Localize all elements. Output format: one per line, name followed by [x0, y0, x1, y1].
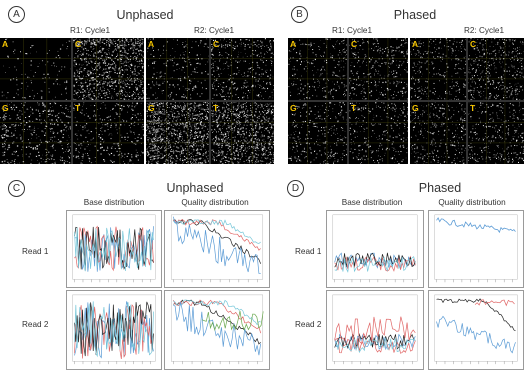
panel-b-r1-micrographs: A C G T	[288, 38, 408, 164]
micrograph-tile: C	[73, 38, 144, 100]
tile-label: C	[351, 39, 358, 49]
base-distribution-plot	[66, 210, 162, 288]
dot-field	[349, 102, 408, 164]
dot-field	[73, 102, 144, 164]
tile-label: T	[351, 103, 357, 113]
plot-canvas	[165, 291, 269, 369]
quality-distribution-plot	[164, 210, 270, 288]
tile-label: C	[213, 39, 220, 49]
panel-d-title: Phased	[418, 181, 462, 195]
panel-a-badge: A	[8, 6, 25, 23]
plot-canvas	[327, 211, 423, 287]
micrograph-tile: G	[288, 102, 347, 164]
panel-d-col2-header: Quality distribution	[438, 198, 506, 207]
panel-c-col2-header: Quality distribution	[181, 198, 249, 207]
tile-label: G	[148, 103, 155, 113]
panel-a-right-subtitle: R2: Cycle1	[193, 26, 235, 35]
plot-canvas	[165, 211, 269, 287]
tile-label: T	[470, 103, 476, 113]
micrograph-tile: G	[410, 102, 466, 164]
dot-field	[146, 38, 209, 100]
panel-a-r1-micrographs: A C G T	[0, 38, 144, 164]
quality-distribution-plot	[164, 290, 270, 370]
micrograph-tile: A	[0, 38, 71, 100]
micrograph-tile: G	[0, 102, 71, 164]
tile-label: C	[470, 39, 477, 49]
plot-canvas	[429, 211, 523, 287]
dot-field	[211, 102, 274, 164]
panel-b-badge: B	[291, 6, 308, 23]
panel-a-r2-micrographs: A C G T	[146, 38, 274, 164]
panel-d-col1-header: Base distribution	[341, 198, 403, 207]
panel-b-title: Phased	[393, 8, 437, 22]
dot-field	[211, 38, 274, 100]
panel-c-badge: C	[8, 180, 25, 197]
plot-canvas	[67, 291, 161, 369]
panel-c-title: Unphased	[166, 181, 224, 195]
dot-field	[410, 38, 466, 100]
panel-d-row2-label: Read 2	[295, 320, 322, 329]
plot-canvas	[429, 291, 523, 369]
tile-label: T	[75, 103, 81, 113]
panel-b-r2-micrographs: A C G T	[410, 38, 524, 164]
base-distribution-plot	[66, 290, 162, 370]
dot-field	[349, 38, 408, 100]
base-distribution-plot	[326, 290, 424, 370]
tile-label: A	[2, 39, 9, 49]
dot-field	[146, 102, 209, 164]
panel-b-left-subtitle: R1: Cycle1	[331, 26, 373, 35]
tile-label: C	[75, 39, 82, 49]
micrograph-tile: A	[146, 38, 209, 100]
panel-d-badge: D	[287, 180, 304, 197]
tile-label: A	[290, 39, 297, 49]
tile-label: A	[412, 39, 419, 49]
micrograph-tile: A	[288, 38, 347, 100]
micrograph-tile: T	[73, 102, 144, 164]
plot-canvas	[67, 211, 161, 287]
panel-a-title: Unphased	[116, 8, 174, 22]
panel-a-left-subtitle: R1: Cycle1	[69, 26, 111, 35]
quality-distribution-plot	[428, 290, 524, 370]
dot-field	[0, 38, 71, 100]
dot-field	[288, 102, 347, 164]
tile-label: G	[2, 103, 9, 113]
micrograph-tile: T	[349, 102, 408, 164]
panel-b-right-subtitle: R2: Cycle1	[463, 26, 505, 35]
plot-canvas	[327, 291, 423, 369]
dot-field	[0, 102, 71, 164]
micrograph-tile: T	[211, 102, 274, 164]
tile-label: A	[148, 39, 155, 49]
panel-c-row1-label: Read 1	[22, 247, 49, 256]
tile-label: G	[290, 103, 297, 113]
micrograph-tile: A	[410, 38, 466, 100]
micrograph-tile: T	[468, 102, 524, 164]
dot-field	[410, 102, 466, 164]
dot-field	[468, 38, 524, 100]
panel-c-col1-header: Base distribution	[83, 198, 145, 207]
dot-field	[468, 102, 524, 164]
dot-field	[73, 38, 144, 100]
quality-distribution-plot	[428, 210, 524, 288]
tile-label: G	[412, 103, 419, 113]
micrograph-tile: C	[349, 38, 408, 100]
micrograph-tile: C	[211, 38, 274, 100]
panel-c-row2-label: Read 2	[22, 320, 49, 329]
base-distribution-plot	[326, 210, 424, 288]
micrograph-tile: C	[468, 38, 524, 100]
tile-label: T	[213, 103, 219, 113]
micrograph-tile: G	[146, 102, 209, 164]
panel-d-row1-label: Read 1	[295, 247, 322, 256]
dot-field	[288, 38, 347, 100]
